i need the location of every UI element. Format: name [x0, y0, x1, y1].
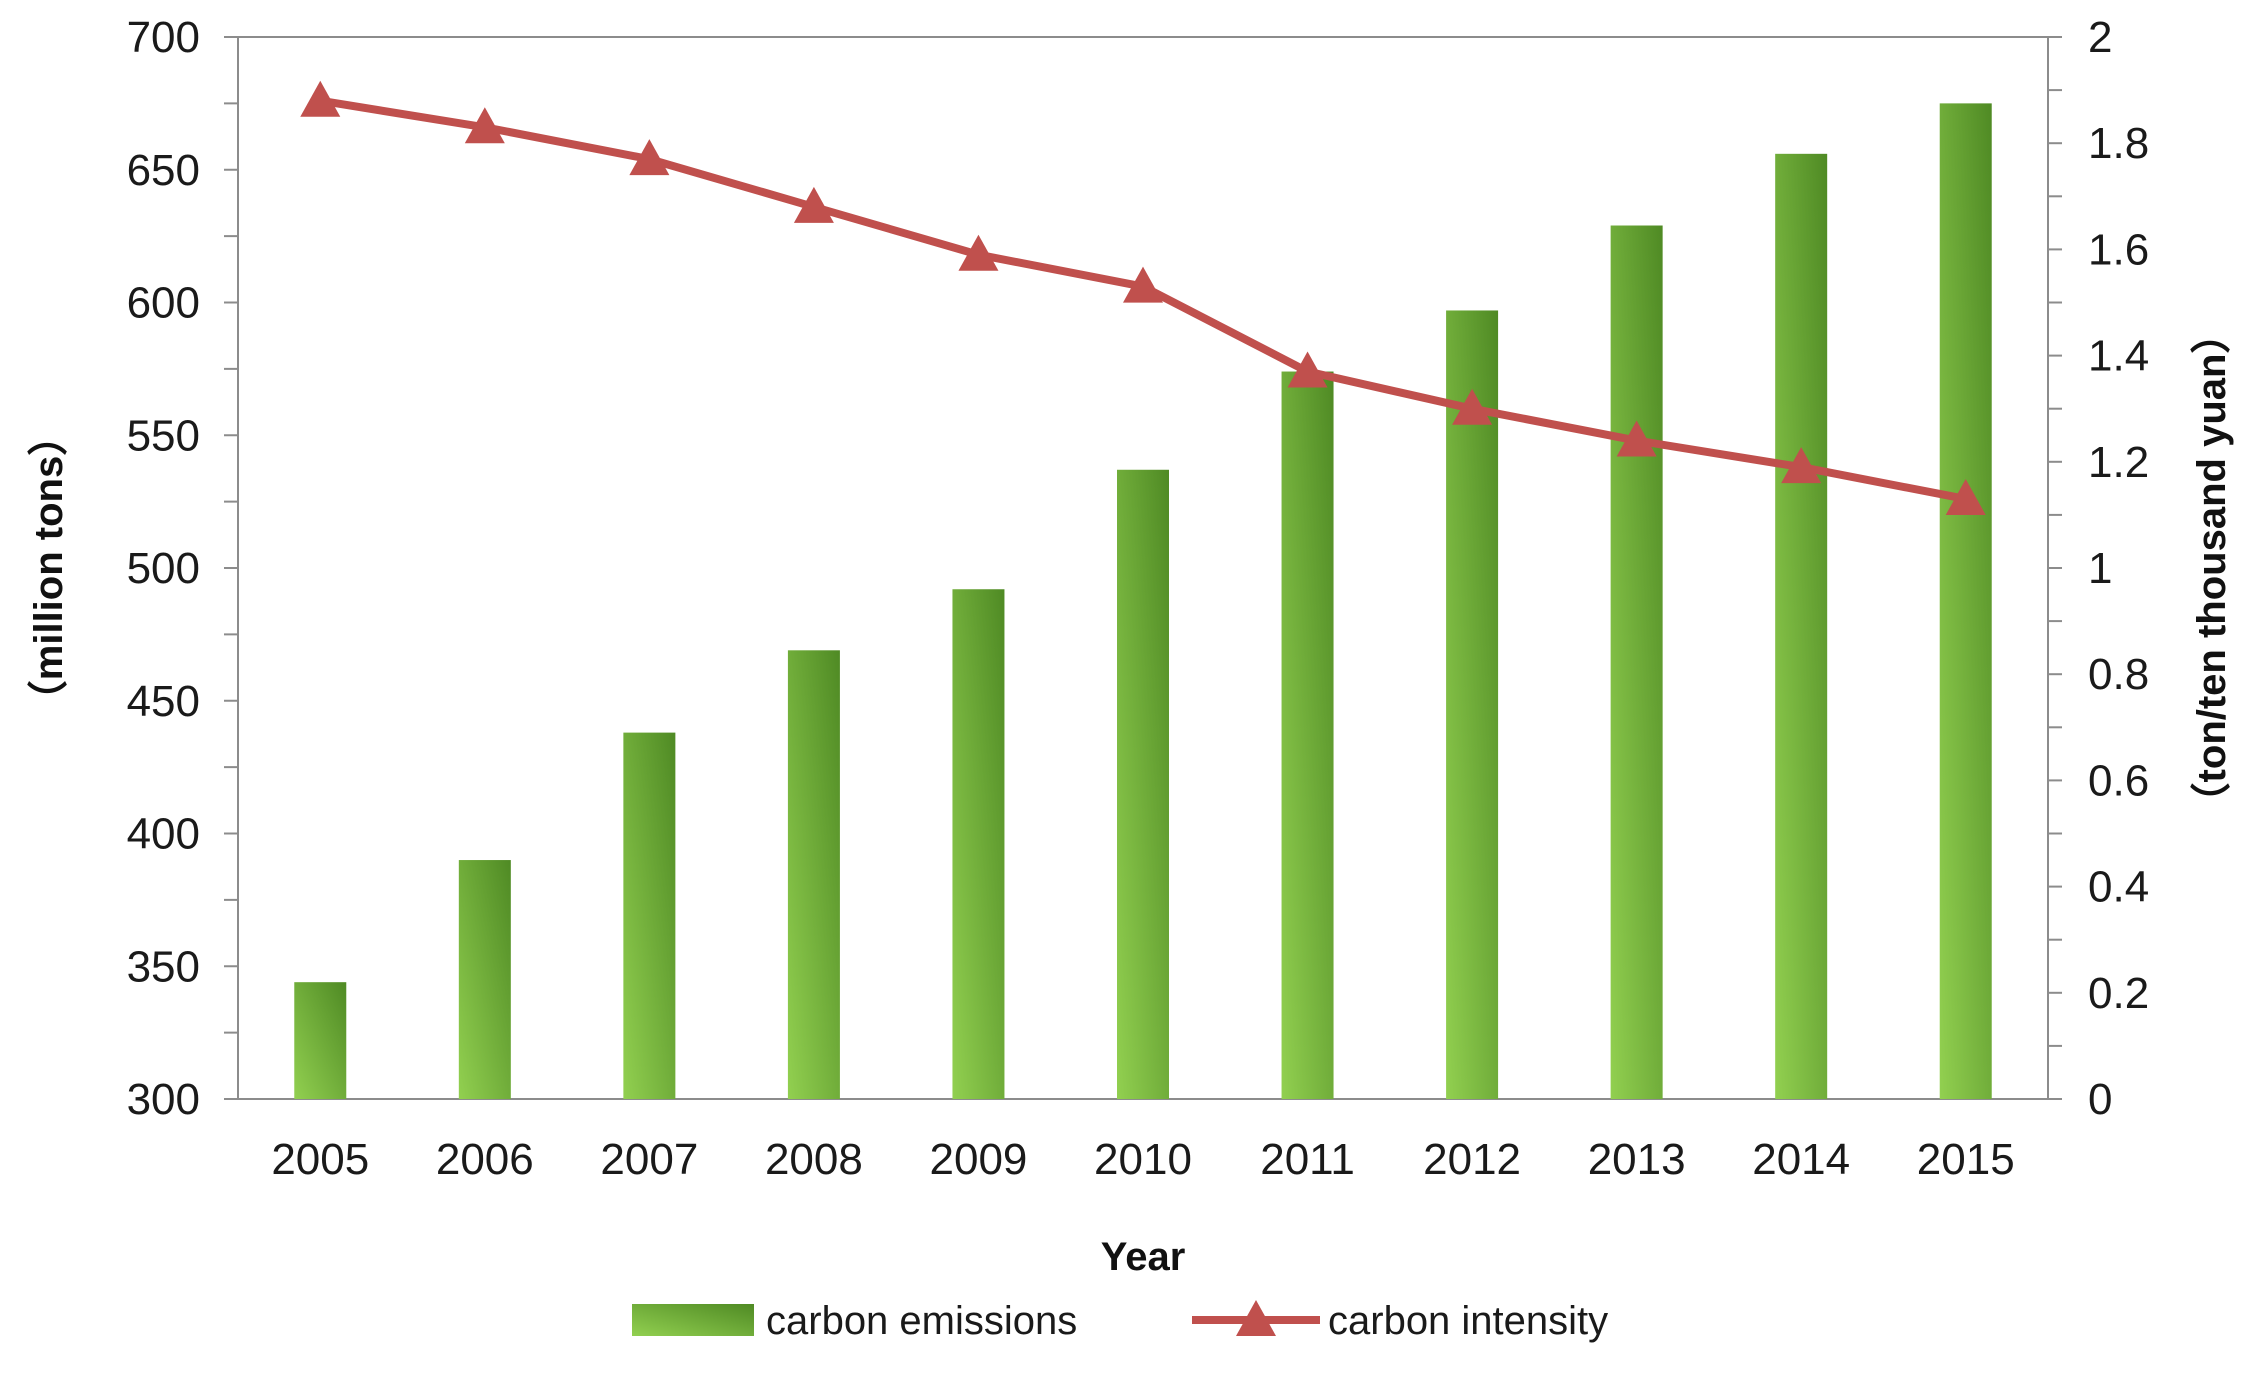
- y-right-tick-label: 2: [2088, 13, 2112, 62]
- y-left-tick-label: 400: [127, 810, 200, 859]
- bar-carbon-emissions: [787, 650, 840, 1099]
- x-tick-label: 2010: [1094, 1135, 1192, 1184]
- legend-marker-triangle-icon: [1236, 1300, 1276, 1336]
- legend-label-carbon-emissions: carbon emissions: [766, 1299, 1077, 1343]
- x-axis-title: Year: [1101, 1235, 1186, 1279]
- x-tick-label: 2013: [1588, 1135, 1686, 1184]
- point-carbon-intensity: [1945, 478, 1986, 515]
- y-right-tick-label: 0.2: [2088, 969, 2149, 1018]
- x-tick-label: 2006: [436, 1135, 534, 1184]
- x-tick-label: 2015: [1917, 1135, 2015, 1184]
- bar-carbon-emissions: [458, 860, 511, 1099]
- y-right-tick-label: 1.6: [2088, 225, 2149, 274]
- y-right-tick-label: 1.4: [2088, 332, 2149, 381]
- y-left-tick-label: 350: [127, 942, 200, 991]
- bar-carbon-emissions: [294, 982, 347, 1099]
- legend-swatch-carbon-emissions: [632, 1304, 754, 1336]
- bar-carbon-emissions: [623, 732, 676, 1099]
- y-right-tick-label: 0.6: [2088, 756, 2149, 805]
- y-left-tick-label: 700: [127, 13, 200, 62]
- bar-carbon-emissions: [952, 589, 1005, 1099]
- bar-carbon-emissions: [1117, 469, 1169, 1099]
- point-carbon-intensity: [958, 234, 999, 271]
- y-right-tick-label: 1: [2088, 544, 2112, 593]
- y-left-tick-label: 600: [127, 279, 200, 328]
- bar-carbon-emissions: [1775, 153, 1828, 1099]
- x-tick-label: 2012: [1423, 1135, 1521, 1184]
- legend: carbon emissions carbon intensity: [632, 1299, 1608, 1343]
- point-carbon-intensity: [1616, 420, 1657, 457]
- bars: [294, 103, 1992, 1100]
- tick-labels: 300 350 400 450 500 550 600 650 700 0 0.2 0.4 0.6 0.8…: [127, 13, 2150, 1184]
- x-tick-label: 2009: [930, 1135, 1028, 1184]
- y-right-tick-label: 0.4: [2088, 863, 2149, 912]
- bar-carbon-emissions: [1939, 103, 1992, 1099]
- point-carbon-intensity: [1452, 388, 1493, 425]
- point-carbon-intensity: [629, 139, 670, 176]
- y-left-tick-label: 550: [127, 411, 200, 460]
- legend-label-carbon-intensity: carbon intensity: [1328, 1299, 1608, 1343]
- point-carbon-intensity: [1123, 266, 1163, 303]
- y-right-tick-label: 0.8: [2088, 650, 2149, 699]
- x-tick-label: 2008: [765, 1135, 863, 1184]
- y-left-tick-label: 500: [127, 544, 200, 593]
- x-tick-label: 2005: [271, 1135, 369, 1184]
- bar-carbon-emissions: [1610, 225, 1663, 1099]
- point-carbon-intensity: [1781, 447, 1822, 484]
- bar-carbon-emissions: [1281, 371, 1334, 1099]
- point-carbon-intensity: [300, 80, 341, 117]
- x-tick-label: 2007: [600, 1135, 698, 1184]
- x-tick-label: 2011: [1260, 1135, 1355, 1184]
- bar-carbon-emissions: [1446, 310, 1499, 1100]
- point-carbon-intensity: [793, 186, 834, 223]
- point-carbon-intensity: [1287, 351, 1328, 388]
- intensity-line: [300, 80, 1986, 515]
- y-axis-right-title: （ton/ten thousand yuan）: [2190, 314, 2234, 823]
- y-left-tick-label: 300: [127, 1075, 200, 1124]
- y-right-tick-label: 0: [2088, 1075, 2112, 1124]
- point-carbon-intensity: [464, 107, 505, 144]
- y-left-tick-label: 450: [127, 677, 200, 726]
- y-right-tick-label: 1.2: [2088, 438, 2149, 487]
- x-tick-label: 2014: [1752, 1135, 1850, 1184]
- y-left-tick-label: 650: [127, 146, 200, 195]
- y-right-tick-label: 1.8: [2088, 119, 2149, 168]
- y-axis-left-title: （million tons）: [27, 416, 71, 720]
